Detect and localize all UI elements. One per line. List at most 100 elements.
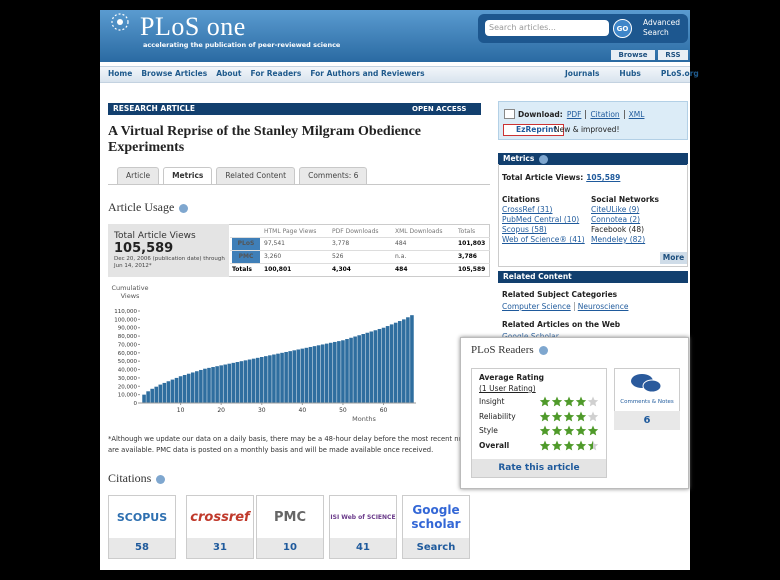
download-link[interactable]: Citation <box>585 110 620 119</box>
table-cell: 101,803 <box>458 240 486 247</box>
star[interactable] <box>551 440 563 451</box>
citation-link[interactable]: CrossRef (31) <box>502 205 553 214</box>
metrics-total-value[interactable]: 105,589 <box>586 173 621 182</box>
tab[interactable]: Related Content <box>216 167 296 184</box>
comments-label[interactable]: Comments & Notes <box>620 399 674 405</box>
info-icon[interactable] <box>156 474 166 484</box>
rss-button[interactable]: RSS <box>658 50 688 60</box>
web-link[interactable]: Google Scholar <box>502 332 559 341</box>
subject-link[interactable]: Computer Science <box>502 302 571 311</box>
star[interactable] <box>539 396 551 407</box>
nav-link[interactable]: Journals <box>565 69 600 78</box>
social-link[interactable]: Connotea (2) <box>591 215 641 224</box>
star[interactable] <box>587 411 599 422</box>
row-rule <box>230 237 490 238</box>
star[interactable] <box>575 411 587 422</box>
download-link[interactable]: PDF <box>566 110 582 119</box>
tab[interactable]: Article <box>117 167 160 184</box>
info-icon[interactable] <box>538 345 548 355</box>
star[interactable] <box>539 411 551 422</box>
star[interactable] <box>563 440 575 451</box>
rating-count[interactable]: (1 User Rating) <box>479 384 536 393</box>
browse-button[interactable]: Browse <box>611 50 655 60</box>
citation-count[interactable]: 10 <box>257 538 323 558</box>
citations-heading-text: Citations <box>108 471 152 485</box>
social-link[interactable]: Mendeley (82) <box>591 235 646 244</box>
readers-heading: PLoS Readers <box>471 344 548 356</box>
ezreprint[interactable]: EzReprint <box>503 124 564 136</box>
logo[interactable]: PLoS one <box>140 12 246 41</box>
usage-total-panel <box>108 224 229 277</box>
web-heading: Related Articles on the Web <box>502 320 621 329</box>
download-icon <box>504 109 515 119</box>
star[interactable] <box>563 411 575 422</box>
citation-link[interactable]: Scopus (58) <box>502 225 547 234</box>
bar <box>272 354 276 403</box>
tab[interactable]: Comments: 6 <box>299 167 368 184</box>
tab[interactable]: Metrics <box>163 167 213 184</box>
star[interactable] <box>563 396 575 407</box>
citation-link[interactable]: Web of Science® (41) <box>502 235 585 244</box>
rating-stars[interactable] <box>539 440 601 452</box>
info-icon[interactable] <box>179 203 189 213</box>
info-icon[interactable] <box>539 154 549 164</box>
star[interactable] <box>587 440 599 451</box>
y-tick-label: 70,000 <box>118 342 138 348</box>
star[interactable] <box>539 425 551 436</box>
metrics-social: Social Networks CiteULike (9) Connotea (2)… <box>591 195 659 244</box>
star[interactable] <box>539 440 551 451</box>
nav-link[interactable]: Home <box>108 69 133 78</box>
bar <box>219 365 223 403</box>
citation-card[interactable]: ISI Web of SCIENCE 41 <box>329 495 397 559</box>
nav-link[interactable]: For Readers <box>250 69 302 78</box>
citation-link[interactable]: PubMed Central (10) <box>502 215 580 224</box>
social-link[interactable]: Facebook (48) <box>591 225 645 234</box>
search-input[interactable]: Search articles... <box>485 20 609 36</box>
open-access: OPEN ACCESS <box>412 105 467 113</box>
nav-link[interactable]: For Authors and Reviewers <box>310 69 425 78</box>
star[interactable] <box>563 425 575 436</box>
nav-link[interactable]: About <box>216 69 242 78</box>
citation-card[interactable]: crossref 31 <box>186 495 254 559</box>
search-button[interactable]: GO <box>613 19 632 38</box>
nav-bar <box>100 66 690 83</box>
star[interactable] <box>575 440 587 451</box>
rating-stars[interactable] <box>539 396 601 408</box>
citation-count[interactable]: 41 <box>330 538 396 558</box>
nav-link[interactable]: Hubs <box>619 69 641 78</box>
star[interactable] <box>551 396 563 407</box>
subject-link[interactable]: Neuroscience <box>573 302 628 311</box>
bar <box>276 353 280 403</box>
citation-card[interactable]: PMC 10 <box>256 495 324 559</box>
more-button[interactable]: More <box>660 252 687 264</box>
nav-link[interactable]: Browse Articles <box>141 69 208 78</box>
bar <box>357 335 361 403</box>
citation-count[interactable]: Search <box>403 538 469 558</box>
nav-link[interactable]: PLoS.org <box>660 69 699 78</box>
bar <box>166 381 171 403</box>
table-cell: 3,786 <box>458 253 477 260</box>
citation-card[interactable]: Google scholar Search <box>402 495 470 559</box>
star[interactable] <box>575 425 587 436</box>
citation-count[interactable]: 58 <box>109 538 175 558</box>
citation-logo: ISI Web of SCIENCE <box>330 513 396 521</box>
citation-count[interactable]: 31 <box>187 538 253 558</box>
citation-card[interactable]: SCOPUS 58 <box>108 495 176 559</box>
bar <box>178 376 183 403</box>
y-tick-label: 10,000 <box>118 393 138 399</box>
rate-button[interactable]: Rate this article <box>472 459 606 477</box>
usage-chart: 0 10,000 20,000 30,000 40,000 50,000 60,000 70,… <box>114 309 416 423</box>
star[interactable] <box>587 425 599 436</box>
social-link[interactable]: CiteULike (9) <box>591 205 640 214</box>
star[interactable] <box>551 425 563 436</box>
star[interactable] <box>551 411 563 422</box>
advanced-search[interactable]: Advanced Search <box>643 18 681 37</box>
star[interactable] <box>587 396 599 407</box>
rating-stars[interactable] <box>539 425 601 437</box>
bar <box>377 328 382 403</box>
comments-count[interactable]: 6 <box>614 411 680 430</box>
download-link[interactable]: XML <box>623 110 644 119</box>
rating-stars[interactable] <box>539 411 601 423</box>
bar <box>199 369 203 403</box>
star[interactable] <box>575 396 587 407</box>
